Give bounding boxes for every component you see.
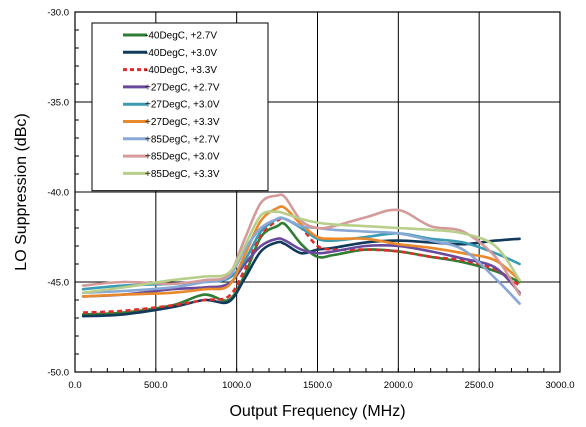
legend-label: +85DegC, +3.3V xyxy=(145,169,220,180)
x-tick-label: 2500.0 xyxy=(465,380,494,391)
series-line-1 xyxy=(81,221,521,316)
y-tick-label: -35.0 xyxy=(47,98,69,109)
legend-box xyxy=(91,22,269,192)
series-line-4 xyxy=(81,237,521,298)
y-tick-label: -50.0 xyxy=(47,368,69,379)
plot-frame xyxy=(74,11,561,373)
x-tick-label: 2000.0 xyxy=(384,380,413,391)
legend: -40DegC, +2.7V -40DegC, +3.0V -40DegC, +3.… xyxy=(91,22,269,192)
series-line-7 xyxy=(81,216,521,305)
x-tick-label: 1000.0 xyxy=(222,380,251,391)
series-line-8 xyxy=(81,193,521,296)
x-tick-label: 3000.0 xyxy=(545,380,574,391)
x-axis-title: Output Frequency (MHz) xyxy=(229,403,405,420)
legend-label: +27DegC, +2.7V xyxy=(145,82,220,93)
series-line-9 xyxy=(81,210,521,295)
y-axis-title: LO Suppression (dBc) xyxy=(13,113,30,270)
legend-label: -40DegC, +3.0V xyxy=(145,48,217,59)
legend-label: +85DegC, +3.0V xyxy=(145,152,220,163)
y-tick-label: -40.0 xyxy=(47,188,69,199)
series-lines xyxy=(81,193,521,318)
legend-label: -40DegC, +3.3V xyxy=(145,65,217,76)
y-tick-label: -45.0 xyxy=(47,278,69,289)
legend-label: +27DegC, +3.0V xyxy=(145,100,220,111)
x-tick-label: 500.0 xyxy=(144,380,168,391)
x-tick-labels: 0.0 500.0 1000.0 1500.0 2000.0 2500.0 3000.0 xyxy=(68,380,574,391)
x-tick-label: 0.0 xyxy=(68,380,81,391)
legend-label: +85DegC, +2.7V xyxy=(145,134,220,145)
y-tick-label: -30.0 xyxy=(47,8,69,19)
y-tick-labels: -50.0 -45.0 -40.0 -35.0 -30.0 xyxy=(47,8,69,379)
legend-label: +27DegC, +3.3V xyxy=(145,117,220,128)
x-tick-label: 1500.0 xyxy=(303,380,332,391)
legend-label: -40DegC, +2.7V xyxy=(145,31,217,42)
